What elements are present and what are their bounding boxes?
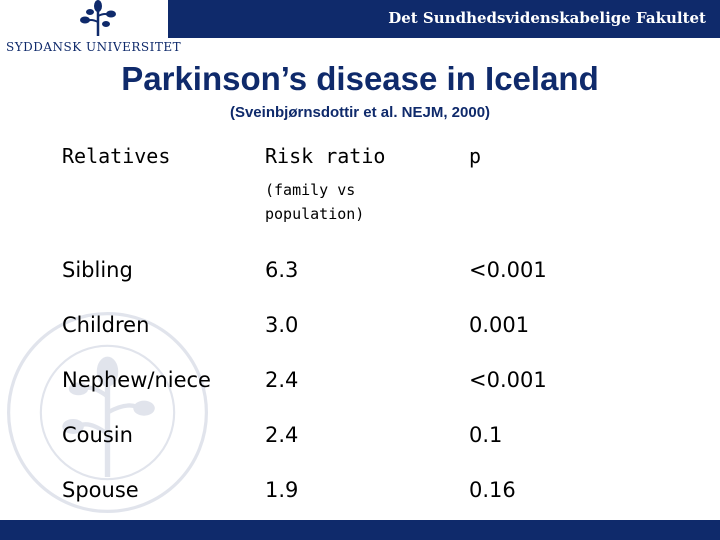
tree-icon: [80, 0, 116, 36]
p-value-cell: 0.1: [469, 423, 503, 447]
relative-cell: Spouse: [62, 478, 139, 502]
p-value-cell: <0.001: [469, 368, 547, 392]
relative-cell: Sibling: [62, 258, 133, 282]
column-header-relatives: Relatives: [62, 144, 171, 168]
risk-ratio-cell: 2.4: [265, 368, 299, 392]
risk-ratio-cell: 3.0: [265, 313, 299, 337]
column-header-p: p: [469, 144, 482, 168]
relative-cell: Cousin: [62, 423, 133, 447]
p-value-cell: <0.001: [469, 258, 547, 282]
p-value-cell: 0.001: [469, 313, 530, 337]
university-name: SYDDANSK UNIVERSITET: [6, 40, 182, 54]
risk-ratio-cell: 1.9: [265, 478, 299, 502]
faculty-name: Det Sundhedsvidenskabelige Fakultet: [388, 9, 706, 27]
university-seal-icon: [6, 311, 209, 514]
risk-ratio-cell: 6.3: [265, 258, 299, 282]
slide-subtitle: (Sveinbjørnsdottir et al. NEJM, 2000): [229, 104, 491, 121]
risk-ratio-cell: 2.4: [265, 423, 299, 447]
slide-title: Parkinson’s disease in Iceland: [121, 60, 599, 97]
relative-cell: Nephew/niece: [62, 368, 211, 392]
p-value-cell: 0.16: [469, 478, 516, 502]
column-header-note: (family vs population): [265, 181, 365, 223]
column-header-risk-ratio: Risk ratio: [265, 144, 386, 168]
footer-bar: [0, 520, 720, 540]
relative-cell: Children: [62, 313, 150, 337]
